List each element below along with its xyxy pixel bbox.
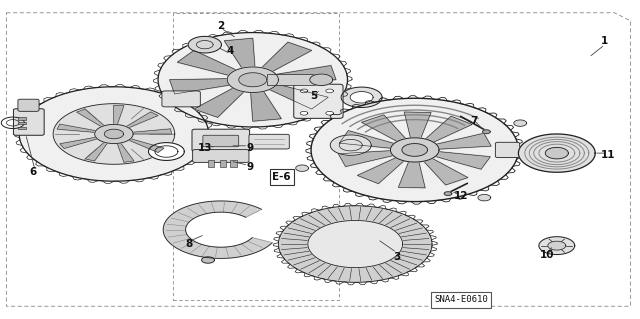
Text: 12: 12 [454, 191, 468, 201]
Polygon shape [339, 150, 398, 167]
FancyBboxPatch shape [162, 91, 200, 107]
Polygon shape [170, 79, 232, 94]
Bar [230, 160, 237, 167]
Polygon shape [163, 201, 272, 258]
Text: 2: 2 [217, 20, 225, 31]
Bar [18, 122, 26, 124]
Text: 5: 5 [310, 91, 317, 101]
Text: 1: 1 [601, 36, 609, 47]
Polygon shape [326, 111, 333, 115]
Polygon shape [398, 159, 425, 188]
Polygon shape [188, 36, 221, 53]
Polygon shape [362, 115, 408, 143]
Polygon shape [300, 111, 308, 115]
Polygon shape [404, 112, 431, 141]
Bar [267, 74, 321, 85]
Polygon shape [267, 84, 328, 109]
Polygon shape [133, 129, 172, 134]
Bar [208, 160, 214, 167]
FancyBboxPatch shape [495, 142, 520, 158]
Text: E-6: E-6 [272, 172, 291, 182]
Bar [220, 160, 226, 167]
Polygon shape [60, 137, 97, 148]
Polygon shape [158, 33, 348, 127]
Polygon shape [126, 112, 158, 128]
Polygon shape [194, 87, 245, 117]
Polygon shape [518, 134, 595, 172]
Text: 3: 3 [393, 252, 401, 262]
Polygon shape [339, 131, 399, 149]
Polygon shape [296, 165, 308, 171]
Polygon shape [326, 89, 333, 93]
Polygon shape [19, 87, 209, 181]
Polygon shape [224, 38, 255, 70]
Text: 4: 4 [227, 46, 234, 56]
Polygon shape [104, 129, 124, 139]
Text: 9: 9 [246, 143, 253, 153]
Polygon shape [129, 139, 164, 152]
Polygon shape [308, 220, 403, 268]
Polygon shape [278, 206, 432, 282]
Polygon shape [310, 74, 333, 85]
FancyBboxPatch shape [13, 109, 44, 135]
Polygon shape [402, 144, 428, 156]
FancyBboxPatch shape [249, 134, 289, 149]
Text: 6: 6 [29, 167, 37, 177]
Polygon shape [77, 109, 104, 127]
Polygon shape [114, 105, 124, 124]
Polygon shape [148, 143, 184, 160]
Text: 8: 8 [185, 239, 193, 249]
Polygon shape [53, 104, 175, 164]
Polygon shape [330, 135, 371, 155]
FancyBboxPatch shape [192, 129, 250, 152]
Bar [18, 127, 26, 129]
Polygon shape [483, 130, 490, 134]
FancyBboxPatch shape [18, 99, 39, 111]
Bar [18, 117, 26, 120]
Polygon shape [390, 138, 439, 162]
Polygon shape [202, 257, 214, 263]
Polygon shape [239, 73, 267, 87]
FancyBboxPatch shape [294, 84, 343, 118]
Polygon shape [431, 133, 491, 150]
Polygon shape [57, 124, 96, 132]
Polygon shape [85, 142, 108, 161]
Polygon shape [539, 237, 575, 255]
Polygon shape [227, 67, 278, 93]
Polygon shape [548, 241, 566, 250]
FancyBboxPatch shape [193, 150, 249, 162]
Polygon shape [444, 192, 452, 196]
Polygon shape [478, 195, 491, 201]
Polygon shape [545, 147, 568, 159]
Polygon shape [514, 120, 527, 126]
Polygon shape [311, 98, 518, 202]
Polygon shape [423, 116, 472, 144]
Text: 11: 11 [601, 150, 615, 160]
Polygon shape [260, 42, 312, 73]
Polygon shape [341, 87, 382, 108]
Polygon shape [350, 92, 373, 103]
Polygon shape [300, 89, 308, 93]
Polygon shape [1, 117, 24, 129]
Polygon shape [251, 90, 282, 121]
Polygon shape [95, 124, 133, 144]
Polygon shape [117, 143, 134, 162]
Polygon shape [177, 50, 239, 76]
FancyBboxPatch shape [203, 135, 239, 147]
Text: 13: 13 [198, 143, 212, 153]
Text: 7: 7 [470, 116, 477, 126]
Polygon shape [422, 157, 468, 185]
Text: 9: 9 [246, 162, 253, 173]
Polygon shape [357, 156, 406, 184]
Polygon shape [431, 151, 490, 169]
Text: SNA4-E0610: SNA4-E0610 [434, 295, 488, 304]
Text: 10: 10 [540, 250, 554, 260]
Polygon shape [273, 65, 336, 81]
